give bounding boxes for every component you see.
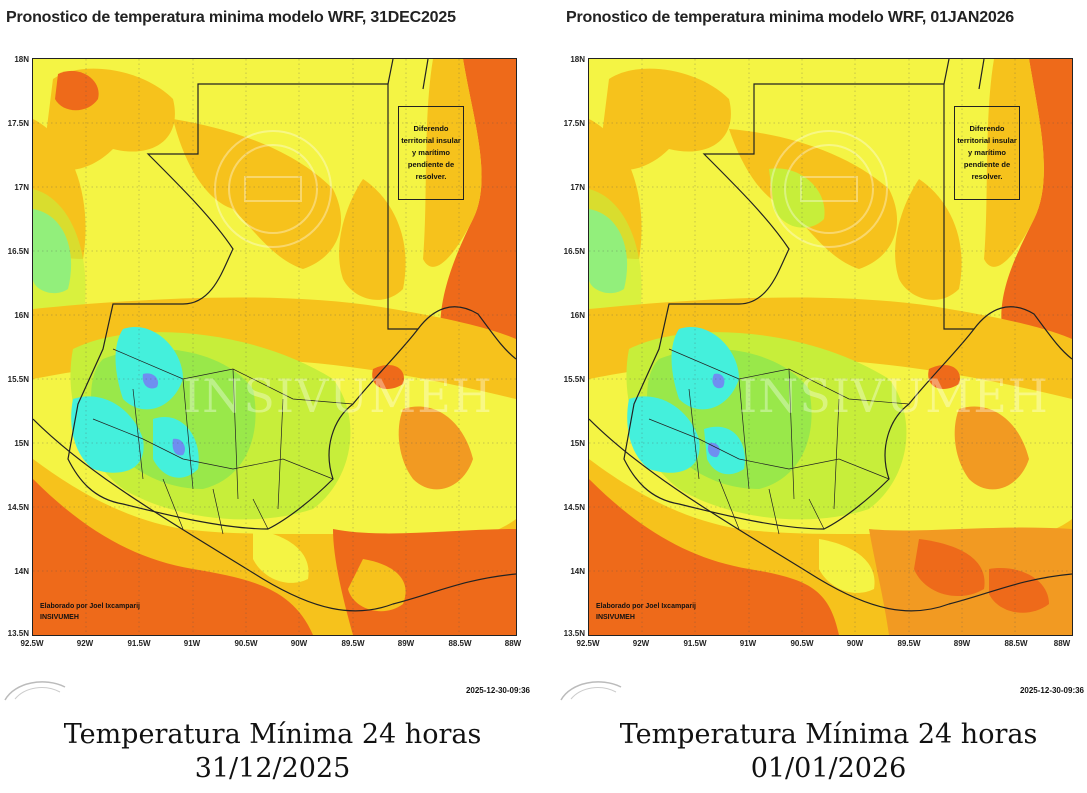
lat-label: 13.5N <box>563 629 585 638</box>
insivumeh-watermark: INSIVUMEH <box>183 369 493 423</box>
lat-label: 15.5N <box>7 375 29 384</box>
temperature-map: INSIVUMEH <box>588 58 1073 636</box>
lon-label: 92W <box>632 639 650 648</box>
map-title: Pronostico de temperatura minima modelo … <box>6 9 456 26</box>
lon-label: 92.5W <box>20 639 44 648</box>
lat-label: 16N <box>14 311 29 320</box>
forecast-panel-right: Pronostico de temperatura minima modelo … <box>556 0 1087 793</box>
lon-label: 89.5W <box>341 639 365 648</box>
lat-label: 15.5N <box>563 375 585 384</box>
lon-label: 88.5W <box>1004 639 1028 648</box>
map-title: Pronostico de temperatura minima modelo … <box>566 9 1014 26</box>
credit-author: Elaborado por Joel Ixcamparij <box>40 603 140 610</box>
lat-label: 16.5N <box>563 247 585 256</box>
lat-label: 17N <box>14 183 29 192</box>
lon-label: 89W <box>397 639 415 648</box>
caption: Temperatura Mínima 24 horas 31/12/2025 <box>0 718 545 786</box>
caption-title: Temperatura Mínima 24 horas <box>619 719 1038 750</box>
lat-label: 16N <box>570 311 585 320</box>
lon-label: 88W <box>1053 639 1071 648</box>
dispute-note: Diferendo territorial insular y marítimo… <box>954 106 1020 200</box>
timestamp: 2025-12-30-09:36 <box>1019 686 1084 695</box>
caption: Temperatura Mínima 24 horas 01/01/2026 <box>556 718 1087 786</box>
insivumeh-logo <box>560 681 622 701</box>
caption-date: 31/12/2025 <box>194 753 351 784</box>
lat-label: 14.5N <box>563 503 585 512</box>
lon-label: 91W <box>183 639 201 648</box>
lon-label: 90.5W <box>234 639 258 648</box>
temperature-map: INSIVUMEH <box>32 58 517 636</box>
lon-label: 89W <box>953 639 971 648</box>
lat-label: 15N <box>14 439 29 448</box>
lon-label: 92.5W <box>576 639 600 648</box>
lat-label: 15N <box>570 439 585 448</box>
lon-label: 89.5W <box>897 639 921 648</box>
timestamp: 2025-12-30-09:36 <box>465 686 530 695</box>
lat-label: 14N <box>570 567 585 576</box>
lon-label: 90W <box>846 639 864 648</box>
lat-label: 18N <box>570 55 585 64</box>
lat-label: 14.5N <box>7 503 29 512</box>
lon-label: 91.5W <box>127 639 151 648</box>
lon-label: 90.5W <box>790 639 814 648</box>
lon-label: 92W <box>76 639 94 648</box>
dispute-note: Diferendo territorial insular y marítimo… <box>398 106 464 200</box>
insivumeh-watermark: INSIVUMEH <box>739 369 1049 423</box>
credit-org: INSIVUMEH <box>596 614 635 621</box>
lon-label: 88.5W <box>448 639 472 648</box>
lat-label: 14N <box>14 567 29 576</box>
lat-label: 16.5N <box>7 247 29 256</box>
caption-date: 01/01/2026 <box>750 753 907 784</box>
lat-label: 13.5N <box>7 629 29 638</box>
insivumeh-logo <box>4 681 66 701</box>
lat-label: 17.5N <box>7 119 29 128</box>
lon-label: 91.5W <box>683 639 707 648</box>
lat-label: 18N <box>14 55 29 64</box>
lon-label: 90W <box>290 639 308 648</box>
lat-label: 17N <box>570 183 585 192</box>
lon-label: 88W <box>504 639 522 648</box>
forecast-panel-left: Pronostico de temperatura minima modelo … <box>0 0 540 793</box>
credit-author: Elaborado por Joel Ixcamparij <box>596 603 696 610</box>
lat-label: 17.5N <box>563 119 585 128</box>
lon-label: 91W <box>739 639 757 648</box>
credit-org: INSIVUMEH <box>40 614 79 621</box>
caption-title: Temperatura Mínima 24 horas <box>63 719 482 750</box>
